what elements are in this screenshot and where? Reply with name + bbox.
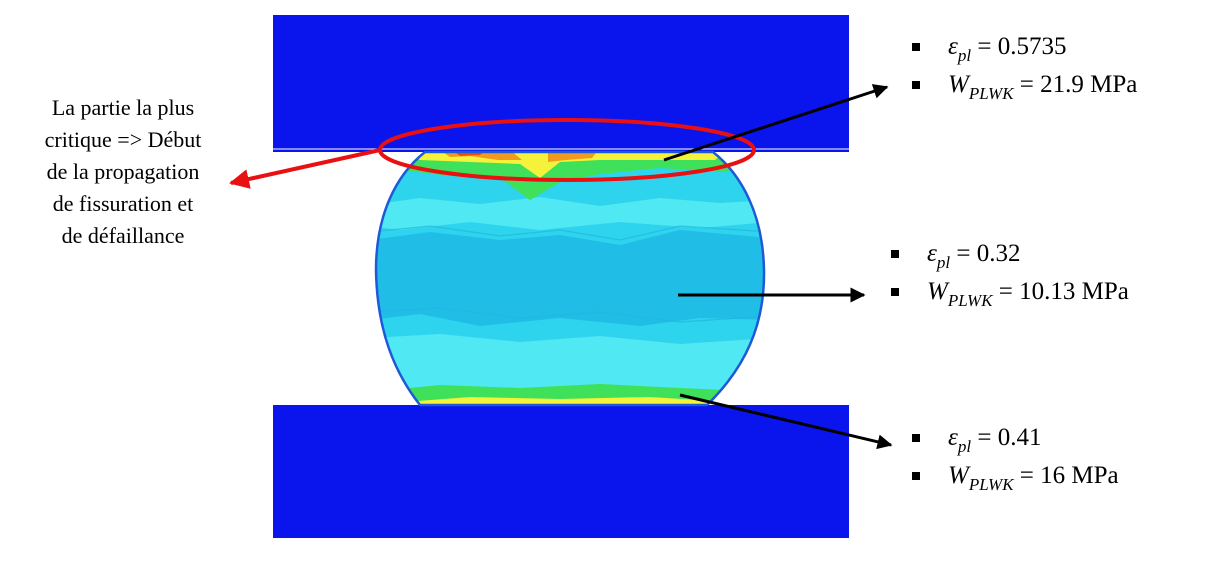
- strain-value: = 0.32: [956, 240, 1021, 267]
- note-line: de fissuration et: [52, 191, 194, 216]
- deformed-sample: [376, 152, 765, 405]
- note-line: critique => Début: [44, 127, 202, 152]
- upper-platen: [273, 15, 849, 152]
- energy-value: = 21.9 MPa: [1019, 71, 1138, 98]
- note-line: de défaillance: [61, 223, 185, 248]
- arrow-bottom: [679, 393, 893, 450]
- energy-value: = 16 MPa: [1019, 462, 1119, 489]
- bullet-icon: [912, 81, 920, 89]
- arrow-top: [663, 84, 889, 162]
- lower-platen: [273, 405, 849, 538]
- bullet-icon: [912, 43, 920, 51]
- bullet-icon: [891, 288, 899, 296]
- bullet-icon: [912, 434, 920, 442]
- note-line: de la propagation: [46, 159, 200, 184]
- sample-outline: [374, 150, 766, 407]
- critical-arrow: [229, 148, 381, 189]
- energy-value: = 10.13 MPa: [998, 278, 1129, 305]
- strain-value: = 0.41: [977, 424, 1042, 451]
- bullet-icon: [891, 250, 899, 258]
- bullet-icon: [912, 472, 920, 480]
- note-line: La partie la plus: [51, 95, 195, 120]
- strain-value: = 0.5735: [977, 33, 1067, 60]
- critical-zone-note: La partie la plus critique => Début de l…: [8, 92, 238, 252]
